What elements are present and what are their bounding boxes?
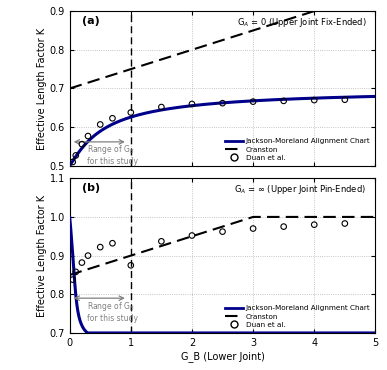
Point [281,223,287,229]
Point [79,141,85,147]
Point [97,244,103,250]
Legend: Jackson-Moreland Alignment Chart, Cranston, Duan et al.: Jackson-Moreland Alignment Chart, Cranst… [223,304,372,329]
Point [250,99,256,105]
Point [311,97,317,103]
Text: Range of G$_B$
for this study: Range of G$_B$ for this study [87,300,138,323]
Legend: Jackson-Moreland Alignment Chart, Cranston, Duan et al.: Jackson-Moreland Alignment Chart, Cranst… [223,137,372,162]
Point [70,277,76,283]
Point [128,110,134,115]
X-axis label: G_B (Lower Joint): G_B (Lower Joint) [181,351,264,361]
Point [85,253,91,259]
Point [219,100,226,106]
Text: G$_A$ = $\infty$ (Upper Joint Pin-Ended): G$_A$ = $\infty$ (Upper Joint Pin-Ended) [234,183,366,196]
Point [70,159,76,165]
Point [79,260,85,266]
Y-axis label: Effective Length Factor K: Effective Length Factor K [37,27,47,149]
Text: (a): (a) [82,16,99,26]
Point [281,98,287,104]
Point [158,104,164,110]
Point [342,97,348,102]
Point [219,229,226,235]
Point [73,269,79,275]
Point [73,152,79,158]
Point [110,240,116,246]
Point [250,226,256,232]
Point [128,262,134,268]
Point [311,222,317,228]
Y-axis label: Effective Length Factor K: Effective Length Factor K [37,195,47,317]
Point [342,221,348,226]
Point [110,115,116,121]
Text: (b): (b) [82,183,100,193]
Point [189,232,195,238]
Point [189,101,195,107]
Text: G$_A$ = 0 (Upper Joint Fix-Ended): G$_A$ = 0 (Upper Joint Fix-Ended) [236,16,366,29]
Point [97,121,103,127]
Text: Range of G$_B$
for this study: Range of G$_B$ for this study [87,143,138,166]
Point [85,133,91,139]
Point [158,238,164,244]
